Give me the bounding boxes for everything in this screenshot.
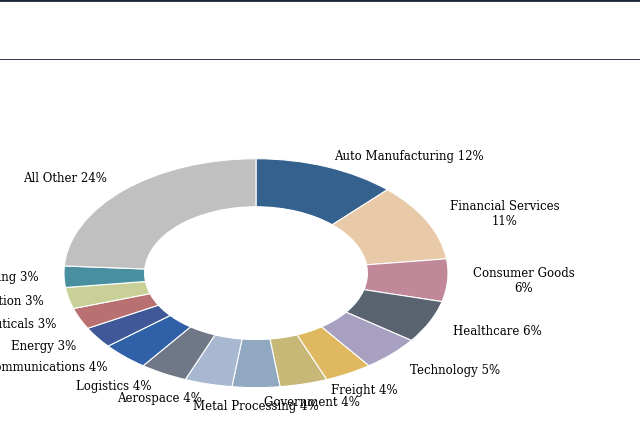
Text: Freight 4%: Freight 4%	[331, 384, 397, 396]
Text: Engineering 3%: Engineering 3%	[0, 271, 38, 284]
Wedge shape	[88, 305, 170, 346]
Wedge shape	[321, 312, 412, 366]
Wedge shape	[143, 327, 215, 380]
Circle shape	[145, 207, 367, 340]
Wedge shape	[256, 159, 387, 225]
Text: Consumer Goods
6%: Consumer Goods 6%	[473, 267, 575, 295]
Text: (1): (1)	[405, 11, 420, 21]
Wedge shape	[108, 315, 191, 366]
Wedge shape	[64, 266, 145, 288]
Wedge shape	[232, 339, 280, 388]
Wedge shape	[364, 259, 448, 302]
Text: Logistics 4%: Logistics 4%	[76, 380, 151, 393]
Text: All Other 24%: All Other 24%	[23, 172, 107, 185]
Text: Tenant Industry: Tenant Industry	[227, 20, 413, 40]
Text: Auto Manufacturing 12%: Auto Manufacturing 12%	[333, 149, 483, 163]
Wedge shape	[297, 327, 369, 380]
Text: Technology 5%: Technology 5%	[410, 364, 500, 377]
Text: Energy 3%: Energy 3%	[11, 340, 76, 352]
Text: Government 4%: Government 4%	[264, 396, 360, 409]
Wedge shape	[74, 294, 159, 328]
Text: Telecommunications 4%: Telecommunications 4%	[0, 361, 107, 374]
Wedge shape	[270, 335, 326, 387]
Text: Financial Services
11%: Financial Services 11%	[450, 200, 559, 228]
Text: Healthcare 6%: Healthcare 6%	[453, 325, 541, 338]
Text: Metal Fabrication 3%: Metal Fabrication 3%	[0, 295, 44, 308]
Text: Aerospace 4%: Aerospace 4%	[117, 392, 202, 405]
Wedge shape	[65, 281, 150, 309]
Text: Pharmaceuticals 3%: Pharmaceuticals 3%	[0, 318, 56, 331]
Wedge shape	[332, 190, 447, 265]
Wedge shape	[65, 159, 256, 269]
Wedge shape	[186, 335, 242, 387]
Wedge shape	[346, 290, 442, 340]
Text: Metal Processing 4%: Metal Processing 4%	[193, 400, 319, 413]
